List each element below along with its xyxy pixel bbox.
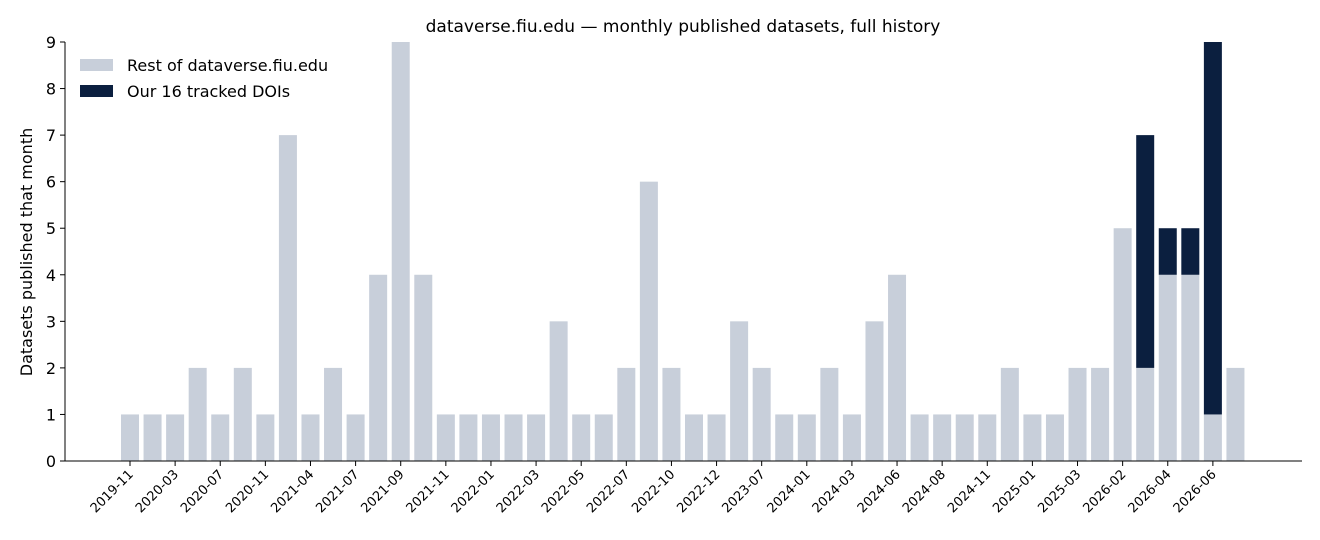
- bar: [1045, 414, 1064, 461]
- bar: [1136, 367, 1155, 461]
- x-tick-label: 2026-04: [1126, 467, 1175, 516]
- y-tick-label: 7: [46, 126, 56, 145]
- bar: [865, 321, 884, 461]
- bar: [256, 414, 275, 461]
- bar: [414, 274, 433, 461]
- y-tick-label: 3: [46, 312, 56, 331]
- bar: [346, 414, 365, 461]
- bar: [1113, 228, 1132, 461]
- y-tick-label: 9: [46, 33, 56, 52]
- bar: [166, 414, 185, 461]
- x-tick-label: 2022-12: [674, 467, 723, 516]
- x-tick-label: 2022-01: [449, 467, 498, 516]
- x-tick-label: 2024-01: [765, 467, 814, 516]
- bar: [301, 414, 320, 461]
- bar: [639, 181, 658, 461]
- bar: [1226, 367, 1245, 461]
- legend-label: Rest of dataverse.fiu.edu: [127, 56, 328, 75]
- bar: [888, 274, 907, 461]
- bar: [572, 414, 591, 461]
- bar: [211, 414, 230, 461]
- x-tick-label: 2021-07: [313, 467, 362, 516]
- bar: [820, 367, 839, 461]
- y-tick-label: 1: [46, 405, 56, 424]
- bar: [527, 414, 546, 461]
- bar: [842, 414, 861, 461]
- bar: [369, 274, 388, 461]
- bar: [1203, 414, 1222, 461]
- x-tick-label: 2022-07: [584, 467, 633, 516]
- y-tick-label: 6: [46, 173, 56, 192]
- x-tick-label: 2025-01: [990, 467, 1039, 516]
- bar: [797, 414, 816, 461]
- x-tick-label: 2022-05: [539, 467, 588, 516]
- bar: [143, 414, 162, 461]
- x-tick-label: 2021-11: [404, 467, 453, 516]
- bar: [121, 414, 139, 461]
- bar: [752, 367, 771, 461]
- bar: [685, 414, 703, 461]
- x-tick-label: 2024-08: [900, 467, 949, 516]
- x-tick-label: 2021-09: [359, 467, 408, 516]
- bar: [1068, 367, 1087, 461]
- x-tick-label: 2026-06: [1171, 467, 1220, 516]
- bar: [481, 414, 500, 461]
- x-tick-label: 2022-03: [494, 467, 543, 516]
- bar: [324, 367, 343, 461]
- y-tick-label: 5: [46, 219, 56, 238]
- bar: [594, 414, 613, 461]
- bar: [1203, 42, 1222, 415]
- x-tick-label: 2024-03: [810, 467, 859, 516]
- bar: [1000, 367, 1019, 461]
- bar: [1023, 414, 1042, 461]
- bar: [617, 367, 636, 461]
- x-tick-label: 2020-03: [133, 467, 182, 516]
- legend-swatch: [80, 59, 113, 71]
- bar: [549, 321, 568, 461]
- y-tick-label: 4: [46, 266, 56, 285]
- bar: [1158, 274, 1177, 461]
- x-tick-label: 2024-06: [855, 467, 904, 516]
- x-tick-label: 2020-11: [223, 467, 272, 516]
- x-tick-label: 2022-10: [629, 467, 678, 516]
- x-tick-label: 2021-04: [268, 467, 317, 516]
- y-axis-label: Datasets published that month: [17, 128, 36, 377]
- x-tick-label: 2023-07: [719, 467, 768, 516]
- y-tick-label: 8: [46, 80, 56, 99]
- bar: [504, 414, 523, 461]
- bar: [1091, 367, 1110, 461]
- legend-label: Our 16 tracked DOIs: [127, 82, 290, 101]
- y-tick-label: 0: [46, 452, 56, 471]
- legend-swatch: [80, 85, 113, 97]
- x-tick-label: 2020-07: [178, 467, 227, 516]
- bar: [910, 414, 929, 461]
- x-tick-label: 2024-11: [945, 467, 994, 516]
- bar: [188, 367, 207, 461]
- chart-title: dataverse.fiu.edu — monthly published da…: [426, 17, 941, 37]
- bar: [1158, 228, 1177, 275]
- bar: [278, 135, 297, 461]
- x-tick-label: 2026-02: [1080, 467, 1129, 516]
- x-tick-label: 2025-03: [1035, 467, 1084, 516]
- bar: [707, 414, 726, 461]
- bar: [955, 414, 974, 461]
- bar: [1136, 135, 1155, 368]
- x-tick-label: 2019-11: [88, 467, 137, 516]
- bar: [933, 414, 952, 461]
- bar: [730, 321, 749, 461]
- bar: [1181, 274, 1200, 461]
- bar: [775, 414, 794, 461]
- bar: [662, 367, 681, 461]
- bar: [459, 414, 478, 461]
- bar: [1181, 228, 1200, 275]
- bar: [391, 42, 410, 461]
- bar: [978, 414, 997, 461]
- y-tick-label: 2: [46, 359, 56, 378]
- bar: [436, 414, 455, 461]
- bar: [233, 367, 252, 461]
